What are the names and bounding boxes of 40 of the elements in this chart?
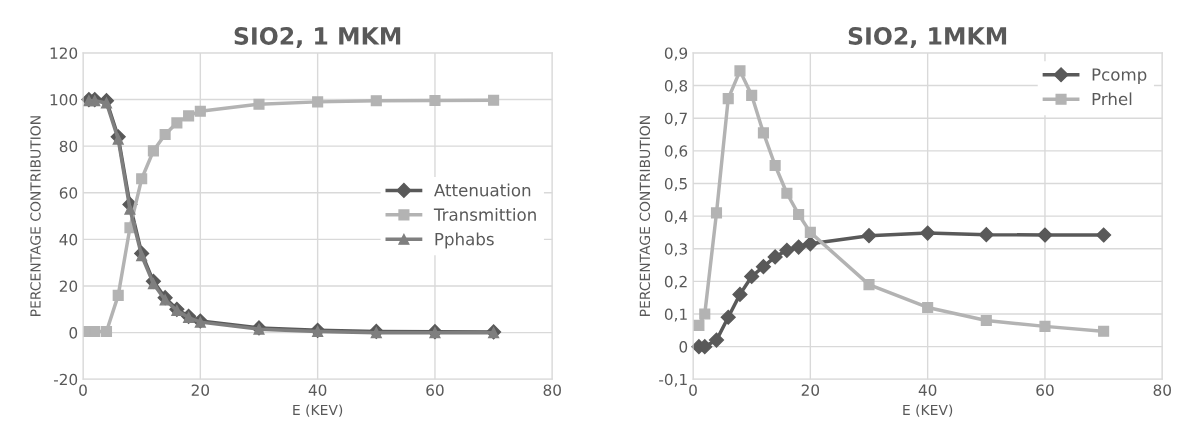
y-tick-label: 80: [59, 140, 78, 153]
legend-label: Pcomp: [1092, 68, 1147, 85]
y-tick-label: -20: [53, 373, 78, 386]
legend-label: Transmittion: [433, 208, 536, 221]
y-axis-title: PERCENTAGE CONTRIBUTION: [639, 116, 651, 316]
x-tick-label: 20: [801, 384, 820, 396]
x-tick-label: 40: [918, 384, 937, 396]
y-tick-label: 0,3: [664, 243, 687, 257]
chart-title: SIO2, 1MKM: [848, 27, 1007, 48]
x-tick-label: 20: [191, 384, 210, 396]
x-axis-title: E (KEV): [903, 404, 953, 417]
x-tick-label: 60: [426, 384, 444, 396]
y-tick-label: 0,8: [664, 80, 688, 94]
legend-label: Pphabs: [435, 232, 494, 249]
x-tick-label: 80: [1153, 384, 1171, 396]
y-tick-label: 120: [50, 47, 78, 59]
y-tick-label: 0,9: [664, 47, 688, 61]
y-tick-label: 20: [59, 280, 78, 293]
y-tick-label: 100: [50, 94, 78, 106]
y-tick-label: 0,7: [664, 112, 687, 126]
chart-title: SIO2, 1 MKM: [234, 27, 401, 48]
y-tick-label: 0,5: [664, 177, 687, 192]
legend-label: Prhel: [1092, 92, 1132, 106]
y-tick-label: 40: [59, 233, 78, 246]
y-tick-label: 0: [69, 327, 78, 339]
y-tick-label: 0,4: [664, 210, 688, 224]
y-axis-title: PERCENTAGE CONTRIBUTION: [30, 116, 41, 316]
y-tick-label: 60: [59, 187, 78, 199]
x-tick-label: 0: [79, 384, 87, 396]
y-tick-label: 0,2: [664, 275, 687, 289]
x-tick-label: 40: [308, 384, 327, 396]
legend-label: Attenuation: [434, 183, 531, 197]
y-tick-label: 0,1: [664, 308, 687, 322]
y-tick-label: 0: [679, 341, 688, 353]
y-tick-label: -0,1: [659, 373, 687, 387]
y-tick-label: 0,6: [664, 145, 688, 159]
x-axis-title: E (KEV): [293, 404, 343, 417]
x-tick-label: 60: [1036, 384, 1054, 396]
x-tick-label: 80: [543, 384, 561, 396]
x-tick-label: 0: [689, 384, 697, 396]
